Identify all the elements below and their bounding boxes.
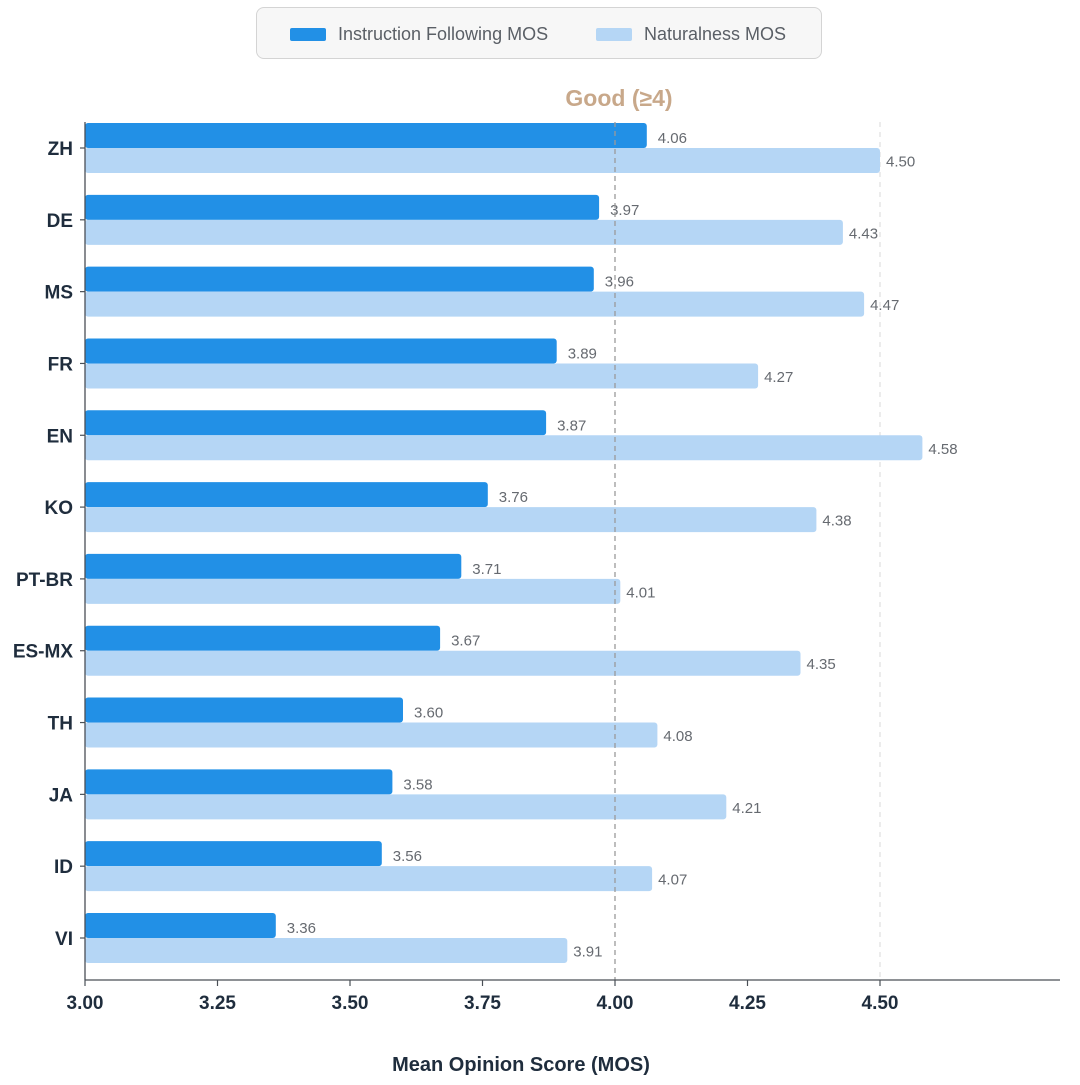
value-label-naturalness-vi: 3.91 bbox=[573, 944, 602, 961]
chart-legend: Instruction Following MOS Naturalness MO… bbox=[256, 7, 822, 59]
value-label-instruction-id: 3.56 bbox=[393, 848, 422, 865]
bar-naturalness-ja bbox=[85, 794, 727, 820]
category-label-id: ID bbox=[54, 857, 73, 878]
bar-instruction-id bbox=[85, 841, 382, 867]
bar-instruction-en bbox=[85, 410, 547, 436]
category-label-de: DE bbox=[47, 211, 73, 232]
bar-naturalness-de bbox=[85, 219, 843, 245]
x-axis-title: Mean Opinion Score (MOS) bbox=[392, 1054, 650, 1076]
value-label-naturalness-id: 4.07 bbox=[658, 872, 687, 889]
x-tick-label-3-00: 3.00 bbox=[67, 993, 104, 1014]
bar-instruction-fr bbox=[85, 338, 557, 364]
value-label-naturalness-pt-br: 4.01 bbox=[626, 584, 655, 601]
category-label-ja: JA bbox=[49, 785, 74, 806]
bar-instruction-ja bbox=[85, 769, 393, 795]
value-label-naturalness-ja: 4.21 bbox=[732, 800, 761, 817]
bar-naturalness-id bbox=[85, 866, 653, 892]
value-label-naturalness-fr: 4.27 bbox=[764, 369, 793, 386]
value-label-instruction-zh: 4.06 bbox=[658, 130, 687, 147]
category-label-es-mx: ES-MX bbox=[13, 642, 74, 663]
value-label-instruction-ms: 3.96 bbox=[605, 274, 634, 291]
x-tick-label-3-50: 3.50 bbox=[332, 993, 369, 1014]
legend-swatch-instruction-following bbox=[290, 27, 326, 41]
bar-instruction-ko bbox=[85, 482, 488, 508]
bar-naturalness-th bbox=[85, 722, 658, 748]
bar-naturalness-vi bbox=[85, 938, 568, 963]
bar-naturalness-pt-br bbox=[85, 578, 621, 604]
value-label-naturalness-ms: 4.47 bbox=[870, 297, 899, 314]
bar-naturalness-en bbox=[85, 435, 923, 461]
bar-instruction-vi bbox=[85, 913, 276, 938]
value-label-instruction-en: 3.87 bbox=[557, 417, 586, 434]
value-label-instruction-vi: 3.36 bbox=[287, 920, 316, 937]
x-tick-label-4-50: 4.50 bbox=[862, 993, 899, 1014]
category-label-fr: FR bbox=[48, 354, 74, 375]
category-label-th: TH bbox=[48, 714, 73, 735]
category-label-ko: KO bbox=[45, 498, 74, 519]
x-tick-label-3-75: 3.75 bbox=[464, 993, 501, 1014]
value-label-instruction-pt-br: 3.71 bbox=[472, 561, 501, 578]
legend-label-naturalness: Naturalness MOS bbox=[644, 23, 787, 44]
bar-instruction-zh bbox=[85, 123, 647, 148]
value-label-instruction-ja: 3.58 bbox=[403, 776, 432, 793]
bar-naturalness-ko bbox=[85, 507, 817, 533]
category-label-zh: ZH bbox=[48, 139, 73, 160]
value-label-naturalness-es-mx: 4.35 bbox=[807, 656, 836, 673]
value-label-instruction-ko: 3.76 bbox=[499, 489, 528, 506]
value-label-naturalness-en: 4.58 bbox=[928, 441, 957, 458]
value-label-instruction-fr: 3.89 bbox=[568, 345, 597, 362]
category-label-ms: MS bbox=[45, 283, 74, 304]
bar-naturalness-fr bbox=[85, 363, 759, 389]
x-tick-label-4-25: 4.25 bbox=[729, 993, 766, 1014]
legend-item-naturalness: Naturalness MOS bbox=[596, 8, 786, 60]
value-label-instruction-de: 3.97 bbox=[610, 202, 639, 219]
bar-naturalness-es-mx bbox=[85, 650, 801, 676]
bar-instruction-pt-br bbox=[85, 553, 462, 579]
value-label-instruction-es-mx: 3.67 bbox=[451, 633, 480, 650]
value-label-naturalness-de: 4.43 bbox=[849, 225, 878, 242]
category-label-pt-br: PT-BR bbox=[16, 570, 73, 591]
bar-naturalness-zh bbox=[85, 148, 880, 173]
value-label-naturalness-zh: 4.50 bbox=[886, 154, 915, 171]
bar-instruction-es-mx bbox=[85, 625, 441, 651]
x-tick-label-4-00: 4.00 bbox=[597, 993, 634, 1014]
category-label-vi: VI bbox=[55, 929, 73, 950]
category-label-en: EN bbox=[47, 426, 73, 447]
bar-instruction-de bbox=[85, 194, 600, 220]
value-label-naturalness-th: 4.08 bbox=[663, 728, 692, 745]
reference-line-label: Good (≥4) bbox=[565, 85, 672, 111]
value-label-naturalness-ko: 4.38 bbox=[822, 513, 851, 530]
bar-naturalness-ms bbox=[85, 291, 865, 317]
legend-swatch-naturalness bbox=[596, 27, 632, 41]
legend-label-instruction-following: Instruction Following MOS bbox=[338, 23, 549, 44]
legend-item-instruction-following: Instruction Following MOS bbox=[290, 8, 548, 60]
bar-instruction-th bbox=[85, 697, 403, 723]
x-tick-label-3-25: 3.25 bbox=[199, 993, 236, 1014]
bar-instruction-ms bbox=[85, 266, 594, 292]
value-label-instruction-th: 3.60 bbox=[414, 705, 443, 722]
